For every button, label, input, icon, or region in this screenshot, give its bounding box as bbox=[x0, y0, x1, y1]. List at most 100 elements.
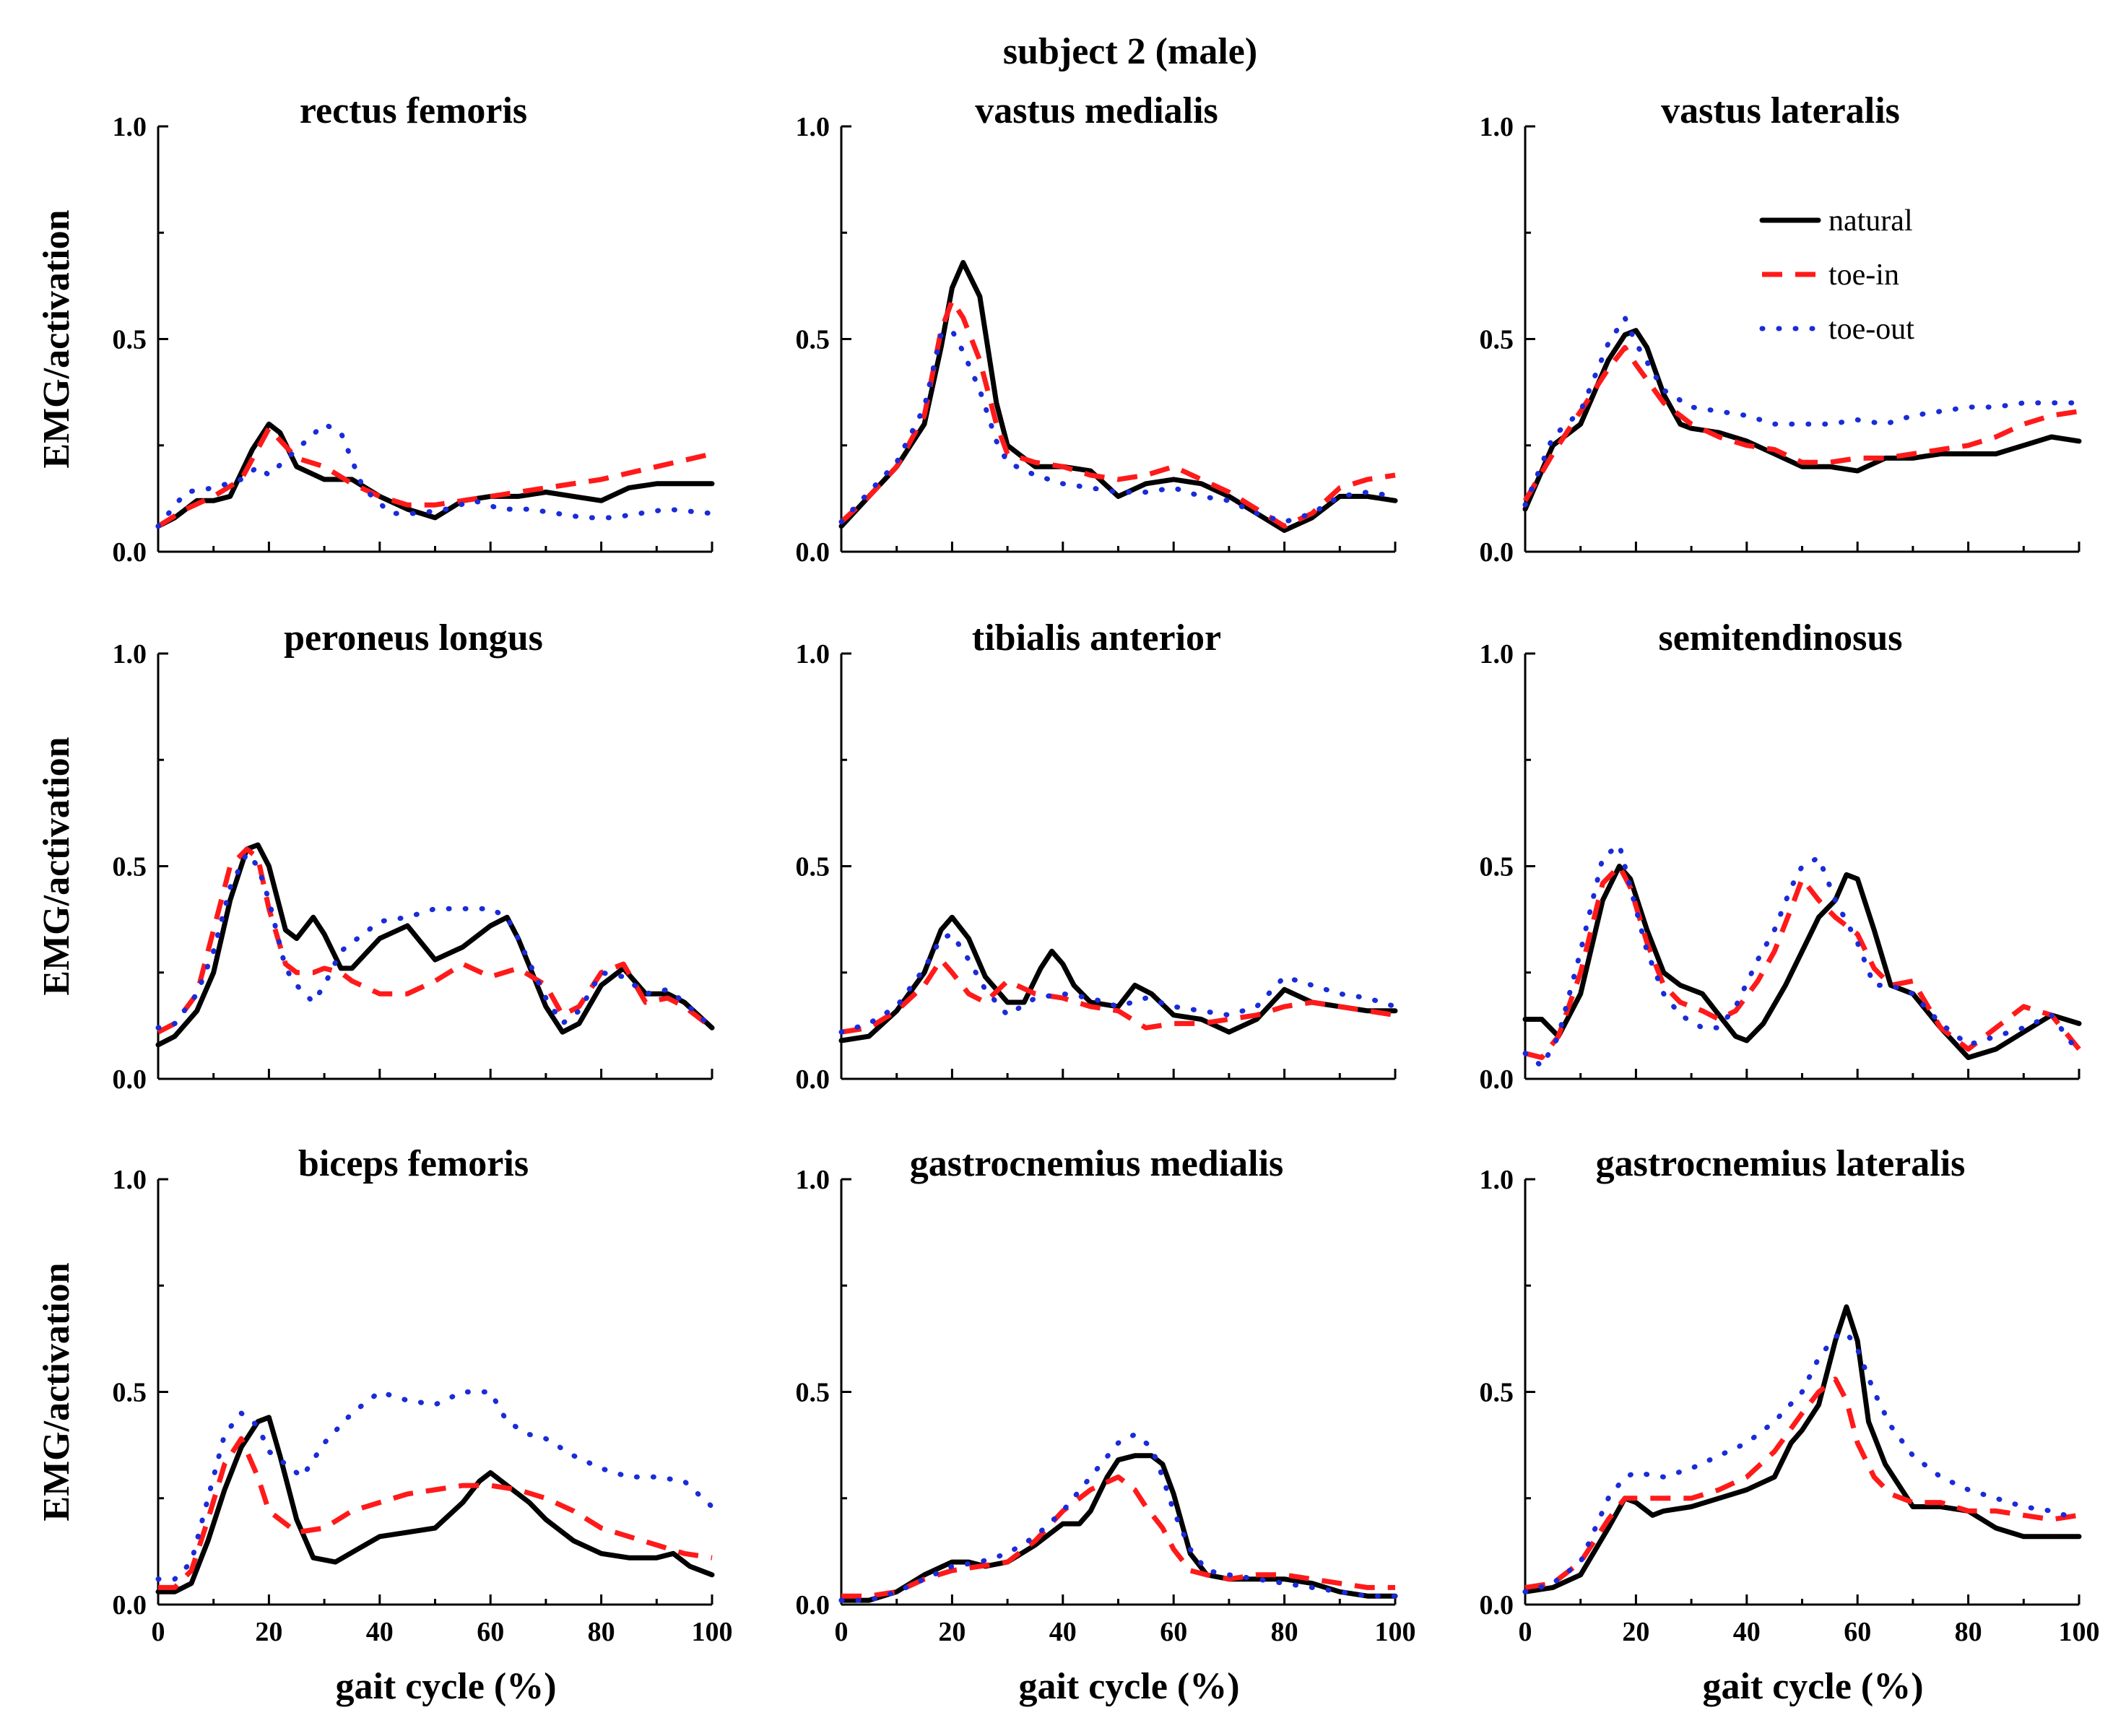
y-tick-label: 0.5 bbox=[113, 325, 147, 355]
y-tick-label: 1.0 bbox=[1480, 1165, 1514, 1195]
series-toe-out bbox=[1522, 312, 2082, 508]
y-tick-label: 0.5 bbox=[796, 325, 830, 355]
panel-title: vastus lateralis bbox=[1661, 90, 1900, 131]
y-tick-label: 1.0 bbox=[113, 1165, 147, 1195]
series-toe-in bbox=[1522, 344, 2080, 503]
y-tick-label: 0.0 bbox=[1480, 1590, 1514, 1620]
y-tick-label: 0.5 bbox=[796, 1378, 830, 1408]
y-tick-label: 0.5 bbox=[113, 852, 147, 882]
series-toe-in bbox=[839, 298, 1396, 529]
x-tick-label: 60 bbox=[477, 1617, 504, 1647]
y-tick-label: 1.0 bbox=[113, 639, 147, 669]
y-tick-label: 0.0 bbox=[796, 537, 830, 568]
y-tick-label: 0.5 bbox=[796, 852, 830, 882]
series-toe-in bbox=[158, 1436, 713, 1590]
y-axis-label: EMG/activation bbox=[36, 1262, 77, 1521]
series-natural bbox=[838, 1453, 1398, 1603]
x-tick-label: 0 bbox=[835, 1617, 849, 1647]
legend: natural toe-in toe-out bbox=[1759, 204, 1914, 346]
y-tick-label: 0.5 bbox=[1480, 852, 1514, 882]
y-tick-label: 1.0 bbox=[1480, 639, 1514, 669]
x-tick-label: 40 bbox=[1049, 1617, 1077, 1647]
y-tick-label: 1.0 bbox=[113, 112, 147, 142]
y-tick-label: 0.0 bbox=[113, 1064, 147, 1095]
x-tick-label: 0 bbox=[1519, 1617, 1532, 1647]
panel-gastrocnemius-lateralis: 0.0 0.5 1.0 0 20 40 60 80 100 gait cycle (%) gastr… bbox=[1480, 1143, 2100, 1707]
y-tick-label: 0.0 bbox=[113, 1590, 147, 1620]
y-tick-label: 1.0 bbox=[796, 112, 830, 142]
x-tick-label: 60 bbox=[1844, 1617, 1871, 1647]
legend-item-toe-in: toe-in bbox=[1762, 259, 1899, 292]
y-axis-label: EMG/activation bbox=[36, 737, 77, 995]
series-toe-out bbox=[838, 327, 1398, 525]
series-toe-in bbox=[1524, 1376, 2080, 1590]
x-tick-label: 100 bbox=[2059, 1617, 2100, 1647]
x-axis-label: gait cycle (%) bbox=[335, 1666, 556, 1707]
panel-rectus-femoris: 0.0 0.5 1.0 EMG/activation rectus femoris bbox=[36, 90, 715, 568]
series-toe-in bbox=[841, 957, 1396, 1035]
series-toe-in bbox=[157, 425, 713, 529]
panel-title: semitendinosus bbox=[1658, 617, 1902, 659]
y-tick-label: 0.0 bbox=[1480, 537, 1514, 568]
series-natural bbox=[155, 842, 715, 1048]
figure-title: subject 2 (male) bbox=[1003, 31, 1257, 72]
x-tick-label: 40 bbox=[1733, 1617, 1761, 1647]
panel-vastus-lateralis: 0.0 0.5 1.0 vastus lateralis bbox=[1480, 90, 2082, 568]
x-tick-label: 60 bbox=[1160, 1617, 1187, 1647]
x-tick-label: 100 bbox=[1375, 1617, 1416, 1647]
panel-peroneus-longus: 0.0 0.5 1.0 EMG/activation peroneus longus bbox=[36, 617, 715, 1095]
y-tick-label: 0.0 bbox=[796, 1590, 830, 1620]
y-tick-label: 0.5 bbox=[1480, 1378, 1514, 1408]
y-tick-label: 0.5 bbox=[113, 1378, 147, 1408]
y-axis-label: EMG/activation bbox=[36, 209, 77, 468]
panel-title: vastus medialis bbox=[975, 90, 1218, 131]
y-tick-label: 0.0 bbox=[796, 1064, 830, 1095]
y-tick-label: 1.0 bbox=[796, 1165, 830, 1195]
panel-title: rectus femoris bbox=[300, 90, 527, 131]
series-toe-out bbox=[1522, 840, 2082, 1070]
series-toe-in bbox=[1524, 864, 2081, 1060]
x-axis-label: gait cycle (%) bbox=[1018, 1666, 1239, 1707]
panel-title: tibialis anterior bbox=[972, 617, 1221, 659]
panel-vastus-medialis: 0.0 0.5 1.0 vastus medialis bbox=[796, 90, 1398, 568]
legend-label: natural bbox=[1828, 204, 1913, 238]
panel-gastrocnemius-medialis: 0.0 0.5 1.0 0 20 40 60 80 100 gait cycle (%) gastr… bbox=[796, 1143, 1416, 1707]
x-tick-label: 80 bbox=[1955, 1617, 1982, 1647]
y-tick-label: 0.5 bbox=[1480, 325, 1514, 355]
panel-semitendinosus: 0.0 0.5 1.0 semitendinosus bbox=[1480, 617, 2082, 1095]
series-toe-in bbox=[157, 846, 714, 1035]
series-toe-out bbox=[838, 931, 1398, 1035]
series-natural bbox=[838, 914, 1398, 1043]
legend-item-natural: natural bbox=[1759, 204, 1913, 238]
series-toe-out bbox=[1522, 1329, 2082, 1594]
panel-title: gastrocnemius lateralis bbox=[1596, 1143, 1966, 1184]
y-tick-label: 1.0 bbox=[1480, 112, 1514, 142]
panel-title: peroneus longus bbox=[284, 617, 543, 659]
panel-title: gastrocnemius medialis bbox=[910, 1143, 1284, 1184]
series-toe-in bbox=[841, 1474, 1395, 1599]
series-natural bbox=[155, 1415, 715, 1594]
series-toe-out bbox=[155, 849, 715, 1030]
y-tick-label: 0.0 bbox=[113, 537, 147, 568]
x-tick-label: 100 bbox=[692, 1617, 733, 1647]
x-tick-label: 80 bbox=[1271, 1617, 1298, 1647]
series-natural bbox=[1522, 1304, 2082, 1594]
legend-item-toe-out: toe-out bbox=[1759, 313, 1914, 346]
x-tick-label: 40 bbox=[366, 1617, 394, 1647]
legend-label: toe-in bbox=[1828, 259, 1899, 292]
panel-tibialis-anterior: 0.0 0.5 1.0 tibialis anterior bbox=[796, 617, 1398, 1095]
series-natural bbox=[1522, 328, 2082, 512]
panel-title: biceps femoris bbox=[298, 1143, 529, 1184]
x-tick-label: 80 bbox=[588, 1617, 615, 1647]
x-tick-label: 0 bbox=[152, 1617, 165, 1647]
series-natural bbox=[838, 260, 1398, 533]
panel-biceps-femoris: 0.0 0.5 1.0 0 20 40 60 80 100 gait cycle (%) EMG/a… bbox=[36, 1143, 733, 1707]
legend-label: toe-out bbox=[1828, 313, 1914, 346]
x-tick-label: 20 bbox=[938, 1617, 966, 1647]
series-toe-out bbox=[155, 1389, 715, 1582]
x-tick-label: 20 bbox=[1622, 1617, 1649, 1647]
x-axis-label: gait cycle (%) bbox=[1702, 1666, 1923, 1707]
y-tick-label: 1.0 bbox=[796, 639, 830, 669]
